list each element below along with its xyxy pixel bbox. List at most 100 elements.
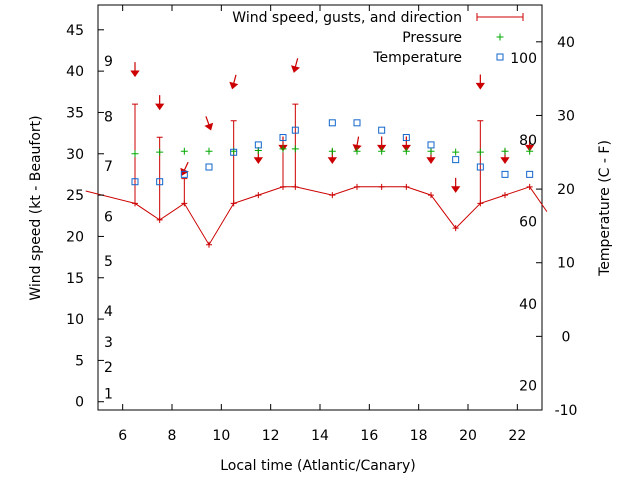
pressure-point: [205, 147, 213, 155]
beaufort-label: 7: [104, 159, 113, 175]
pressure-point: [131, 150, 139, 158]
temperature-point: [328, 119, 336, 127]
beaufort-label: 5: [104, 254, 113, 270]
y2-tick-label: 0: [562, 329, 571, 345]
y-tick-label: 10: [66, 312, 84, 328]
wind-direction-arrow: [130, 62, 140, 78]
fahrenheit-label: 100: [510, 51, 537, 67]
y-tick-label: 0: [75, 395, 84, 411]
y2-tick-label: -10: [555, 403, 578, 419]
temperature-point: [254, 141, 262, 149]
wind-point: [502, 192, 508, 199]
wind-direction-arrow: [352, 136, 362, 152]
beaufort-label: 8: [104, 110, 113, 126]
wind-point: [428, 192, 434, 199]
pressure-point: [501, 147, 509, 155]
x-axis-label: Local time (Atlantic/Canary): [220, 458, 416, 474]
legend-sample-wind: [476, 13, 524, 21]
legend: Wind speed, gusts, and direction Pressur…: [232, 10, 524, 66]
wind-point: [206, 241, 212, 248]
wind-point: [329, 192, 336, 199]
pressure-point: [476, 148, 484, 156]
gust-bar: [181, 178, 188, 204]
temperature-point: [526, 170, 534, 178]
wind-point: [354, 183, 360, 190]
y-tick-label: 35: [66, 105, 84, 121]
wind-direction-arrow: [290, 58, 300, 73]
temperature-point: [452, 156, 460, 164]
pressure-point: [402, 147, 410, 155]
pressure-point: [526, 147, 534, 155]
y-tick-label: 30: [66, 147, 84, 163]
x-tick-label: 20: [459, 428, 477, 444]
beaufort-label: 9: [104, 54, 113, 70]
wind-point: [452, 225, 459, 232]
wind-direction-arrow: [525, 136, 535, 152]
x-tick-label: 6: [118, 428, 127, 444]
beaufort-label: 2: [104, 360, 113, 376]
temperature-point: [156, 178, 164, 186]
legend-label-pressure: Pressure: [402, 30, 462, 46]
temperature-point: [291, 126, 299, 134]
y2-tick-label: 30: [557, 108, 575, 124]
pressure-point: [291, 145, 299, 153]
x-tick-label: 18: [410, 428, 428, 444]
temperature-point: [230, 148, 238, 156]
temperature-point: [402, 134, 410, 142]
wind-direction-arrow: [229, 74, 239, 90]
beaufort-label: 6: [104, 210, 113, 226]
beaufort-label: 1: [104, 386, 113, 402]
y2-tick-label: 40: [557, 35, 575, 51]
wind-point: [526, 183, 533, 190]
wind-direction-arrow: [401, 136, 411, 152]
wind-point: [255, 192, 262, 199]
temperature-point: [501, 170, 509, 178]
wind-point: [403, 183, 410, 190]
pressure-point: [452, 148, 460, 156]
pressure-point: [427, 147, 435, 155]
x-tick-label: 14: [311, 428, 329, 444]
wind-speed-line: [85, 186, 548, 246]
x-tick-label: 8: [168, 428, 177, 444]
temperature-point: [476, 163, 484, 171]
temperature-point: [131, 178, 139, 186]
y2-tick-label: 10: [557, 256, 575, 272]
x-tick-label: 12: [262, 428, 280, 444]
gust-bar: [230, 120, 237, 204]
legend-sample-pressure: [496, 33, 504, 41]
legend-label-temperature: Temperature: [372, 50, 462, 66]
temperature-point: [378, 126, 386, 134]
y-tick-label: 45: [66, 23, 84, 39]
plot-frame: [97, 4, 543, 411]
temperature-point: [279, 134, 287, 142]
temperature-point: [180, 170, 188, 178]
wind-direction-arrow: [155, 95, 165, 111]
y-tick-label: 25: [66, 188, 84, 204]
gust-bar: [477, 120, 484, 204]
legend-label-wind: Wind speed, gusts, and direction: [232, 10, 462, 26]
y2-tick-label: 20: [557, 182, 575, 198]
y-tick-label: 40: [66, 64, 84, 80]
y2-axis-label: Temperature (C - F): [597, 140, 613, 277]
y-tick-label: 15: [66, 271, 84, 287]
wind-point: [378, 183, 385, 190]
fahrenheit-label: 20: [519, 379, 537, 395]
pressure-point: [378, 147, 386, 155]
legend-sample-temperature: [496, 53, 504, 61]
beaufort-label: 4: [104, 304, 113, 320]
pressure-point: [328, 147, 336, 155]
y-tick-label: 5: [75, 353, 84, 369]
wind-direction-arrow: [377, 136, 387, 152]
y-tick-label: 20: [66, 229, 84, 245]
y-axis-label: Wind speed (kt - Beaufort): [28, 115, 44, 300]
temperature-point: [353, 119, 361, 127]
temperature-point: [205, 163, 213, 171]
temperature-point: [427, 141, 435, 149]
fahrenheit-label: 40: [519, 297, 537, 313]
fahrenheit-label: 80: [519, 133, 537, 149]
x-tick-label: 16: [360, 428, 378, 444]
wind-direction-arrow: [475, 74, 485, 90]
pressure-point: [353, 147, 361, 155]
x-tick-label: 22: [508, 428, 526, 444]
